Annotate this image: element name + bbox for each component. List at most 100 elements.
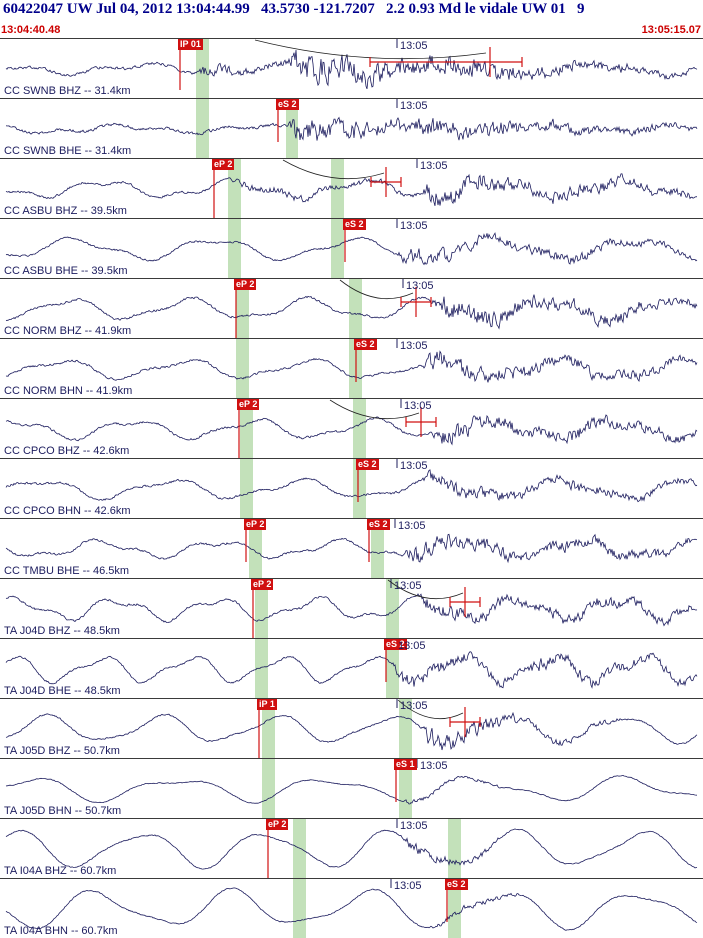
trace-row[interactable]: eP 2 13:05 CC CPCO BHZ -- 42.6km: [0, 398, 703, 459]
waveform-path: [5, 887, 698, 931]
time-label: 13:05: [420, 760, 448, 772]
trace-row[interactable]: eS 1 13:05 TA J05D BHN -- 50.7km: [0, 758, 703, 818]
waveform-path: [5, 469, 698, 503]
trace-row[interactable]: eP 2 eS 2 13:05 CC TMBU BHE -- 46.5km: [0, 518, 703, 578]
phase-pick-label[interactable]: eP 2: [244, 519, 267, 530]
waveform-path: [5, 711, 698, 751]
trace-list: IP 01 13:05 CC SWNB BHZ -- 31.4km eS 2 13:05…: [0, 38, 703, 938]
time-label: 13:05: [398, 520, 426, 532]
trace-label: CC SWNB BHZ -- 31.4km: [4, 85, 131, 97]
coda-error-bar[interactable]: [449, 707, 481, 737]
time-label: 13:05: [400, 340, 428, 352]
trace-row[interactable]: eP 2 13:05 TA I04A BHZ -- 60.7km: [0, 818, 703, 879]
time-label: 13:05: [400, 820, 428, 832]
phase-pick-label[interactable]: eP 2: [237, 399, 260, 410]
waveform-path: [5, 49, 698, 90]
trace-row[interactable]: eP 2 13:05 CC ASBU BHZ -- 39.5km: [0, 158, 703, 219]
waveform-svg: [5, 99, 698, 142]
trace-row[interactable]: eS 2 13:05 CC NORM BHN -- 41.9km: [0, 338, 703, 398]
trace-row[interactable]: eP 2 13:05 CC NORM BHZ -- 41.9km: [0, 278, 703, 339]
trace-row[interactable]: iP 1 13:05 TA J05D BHZ -- 50.7km: [0, 698, 703, 759]
waveform-svg: [5, 879, 698, 931]
waveform-path: [5, 173, 698, 207]
trace-row[interactable]: eS 2 13:05 CC SWNB BHE -- 31.4km: [0, 98, 703, 158]
waveform-svg: [5, 699, 698, 759]
phase-pick-label[interactable]: eS 1: [394, 759, 417, 770]
waveform-path: [5, 774, 698, 805]
phase-window-band: [286, 99, 298, 158]
phase-pick-label[interactable]: eP 2: [212, 159, 235, 170]
assoc-curve: [387, 579, 464, 599]
trace-label: CC CPCO BHZ -- 42.6km: [4, 445, 130, 457]
trace-label: CC NORM BHZ -- 41.9km: [4, 325, 132, 337]
waveform-path: [5, 232, 698, 266]
assoc-curve: [282, 159, 385, 180]
trace-row[interactable]: eS 2 13:05 CC ASBU BHE -- 39.5km: [0, 218, 703, 278]
phase-pick-label[interactable]: eS 2: [367, 519, 390, 530]
trace-label: TA J05D BHN -- 50.7km: [4, 805, 122, 817]
coda-error-bar[interactable]: [405, 407, 437, 437]
time-label: 13:05: [420, 160, 448, 172]
event-header-title: 60422047 UW Jul 04, 2012 13:04:44.99 43.…: [3, 1, 585, 17]
coda-error-bar[interactable]: [370, 167, 402, 197]
phase-pick-label[interactable]: eS 2: [445, 879, 468, 890]
time-label: 13:05: [400, 700, 428, 712]
phase-pick-label[interactable]: IP 01: [178, 39, 203, 50]
phase-pick-label[interactable]: eS 2: [343, 219, 366, 230]
time-label: 13:05: [394, 880, 422, 892]
trace-label: CC NORM BHN -- 41.9km: [4, 385, 133, 397]
assoc-curve: [329, 399, 420, 419]
waveform-path: [5, 414, 698, 446]
time-label: 13:05: [404, 400, 432, 412]
waveform-svg: [5, 519, 698, 564]
phase-pick-label[interactable]: eS 2: [276, 99, 299, 110]
trace-label: CC ASBU BHZ -- 39.5km: [4, 205, 127, 217]
trace-row[interactable]: eP 2 13:05 TA J04D BHZ -- 48.5km: [0, 578, 703, 639]
waveform-path: [5, 116, 698, 141]
waveform-svg: [5, 459, 698, 503]
waveform-svg: [5, 159, 698, 219]
window-end-time: 13:05:15.07: [641, 24, 701, 36]
time-label: 13:05: [400, 220, 428, 232]
coda-error-bar[interactable]: [449, 587, 481, 617]
phase-pick-label[interactable]: eP 2: [251, 579, 274, 590]
assoc-curve: [397, 699, 464, 720]
time-label: 13:05: [406, 280, 434, 292]
waveform-svg: [5, 279, 698, 339]
trace-label: CC ASBU BHE -- 39.5km: [4, 265, 128, 277]
waveform-path: [5, 350, 698, 383]
trace-row[interactable]: eS 2 13:05 TA I04A BHN -- 60.7km: [0, 878, 703, 938]
phase-pick-label[interactable]: eS 2: [354, 339, 377, 350]
phase-pick-label[interactable]: eS 2: [356, 459, 379, 470]
trace-label: TA J05D BHZ -- 50.7km: [4, 745, 120, 757]
waveform-svg: [5, 219, 698, 266]
time-label: 13:05: [394, 580, 422, 592]
assoc-curve: [339, 279, 414, 299]
trace-label: CC CPCO BHN -- 42.6km: [4, 505, 131, 517]
coda-error-bar[interactable]: [400, 287, 432, 317]
time-label: 13:05: [398, 640, 426, 652]
waveform-svg: [5, 759, 698, 805]
trace-label: TA I04A BHZ -- 60.7km: [4, 865, 117, 877]
phase-pick-label[interactable]: eP 2: [266, 819, 289, 830]
time-label: 13:05: [400, 460, 428, 472]
window-start-time: 13:04:40.48: [1, 24, 61, 36]
waveform-svg: [5, 399, 698, 459]
phase-pick-label[interactable]: eS 2: [384, 639, 407, 650]
trace-label: TA J04D BHE -- 48.5km: [4, 685, 121, 697]
trace-row[interactable]: eS 2 13:05 TA J04D BHE -- 48.5km: [0, 638, 703, 698]
trace-label: CC SWNB BHE -- 31.4km: [4, 145, 132, 157]
trace-row[interactable]: eS 2 13:05 CC CPCO BHN -- 42.6km: [0, 458, 703, 518]
waveform-svg: [5, 39, 698, 90]
phase-window-band: [371, 519, 384, 578]
waveform-path: [5, 828, 698, 870]
trace-row[interactable]: IP 01 13:05 CC SWNB BHZ -- 31.4km: [0, 38, 703, 98]
waveform-svg: [5, 339, 698, 383]
waveform-path: [5, 533, 698, 564]
waveform-svg: [5, 819, 698, 879]
waveform-path: [5, 651, 698, 689]
coda-error-bar[interactable]: [369, 47, 523, 77]
phase-pick-label[interactable]: iP 1: [257, 699, 277, 710]
phase-pick-label[interactable]: eP 2: [234, 279, 257, 290]
